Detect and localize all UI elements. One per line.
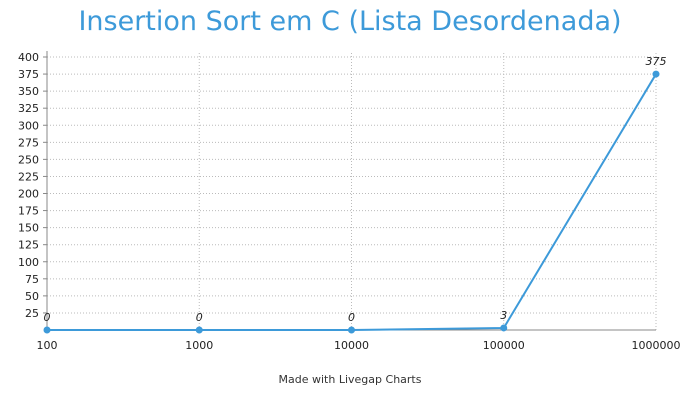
x-tick-label: 10000: [334, 339, 369, 352]
y-tick-label: 25: [25, 307, 39, 320]
label-layer: 0 0 0 3 375: [44, 55, 667, 324]
data-label: 0: [348, 311, 355, 324]
axis-layer: 2550751001251501752002252502753003253503…: [18, 51, 681, 352]
chart-title: Insertion Sort em C (Lista Desordenada): [78, 6, 622, 37]
footer-credit: Made with Livegap Charts: [278, 373, 422, 386]
data-label: 0: [44, 311, 51, 324]
y-tick-label: 350: [18, 85, 39, 98]
data-point: [652, 70, 660, 78]
y-tick-label: 75: [25, 273, 39, 286]
grid-layer: [47, 53, 657, 330]
y-tick-label: 50: [25, 290, 39, 303]
y-tick-label: 175: [18, 205, 39, 218]
y-tick-label: 375: [18, 68, 39, 81]
x-tick-label: 1000: [185, 339, 213, 352]
data-label: 375: [646, 55, 667, 68]
y-tick-label: 100: [18, 256, 39, 269]
data-label: 0: [196, 311, 203, 324]
data-point: [195, 326, 203, 334]
y-tick-label: 275: [18, 136, 39, 149]
series-layer: [43, 70, 660, 334]
data-label: 3: [500, 309, 507, 322]
y-tick-label: 250: [18, 153, 39, 166]
y-tick-label: 325: [18, 102, 39, 115]
y-tick-label: 225: [18, 170, 39, 183]
data-point: [500, 324, 508, 332]
data-point: [43, 326, 51, 334]
y-tick-label: 300: [18, 119, 39, 132]
y-tick-label: 200: [18, 188, 39, 201]
y-tick-label: 400: [18, 51, 39, 64]
x-tick-label: 100000: [483, 339, 525, 352]
x-tick-label: 1000000: [632, 339, 681, 352]
y-tick-label: 150: [18, 222, 39, 235]
series-line: [47, 73, 657, 331]
data-point: [348, 326, 355, 334]
y-tick-label: 125: [18, 239, 39, 252]
x-tick-label: 100: [37, 339, 58, 352]
